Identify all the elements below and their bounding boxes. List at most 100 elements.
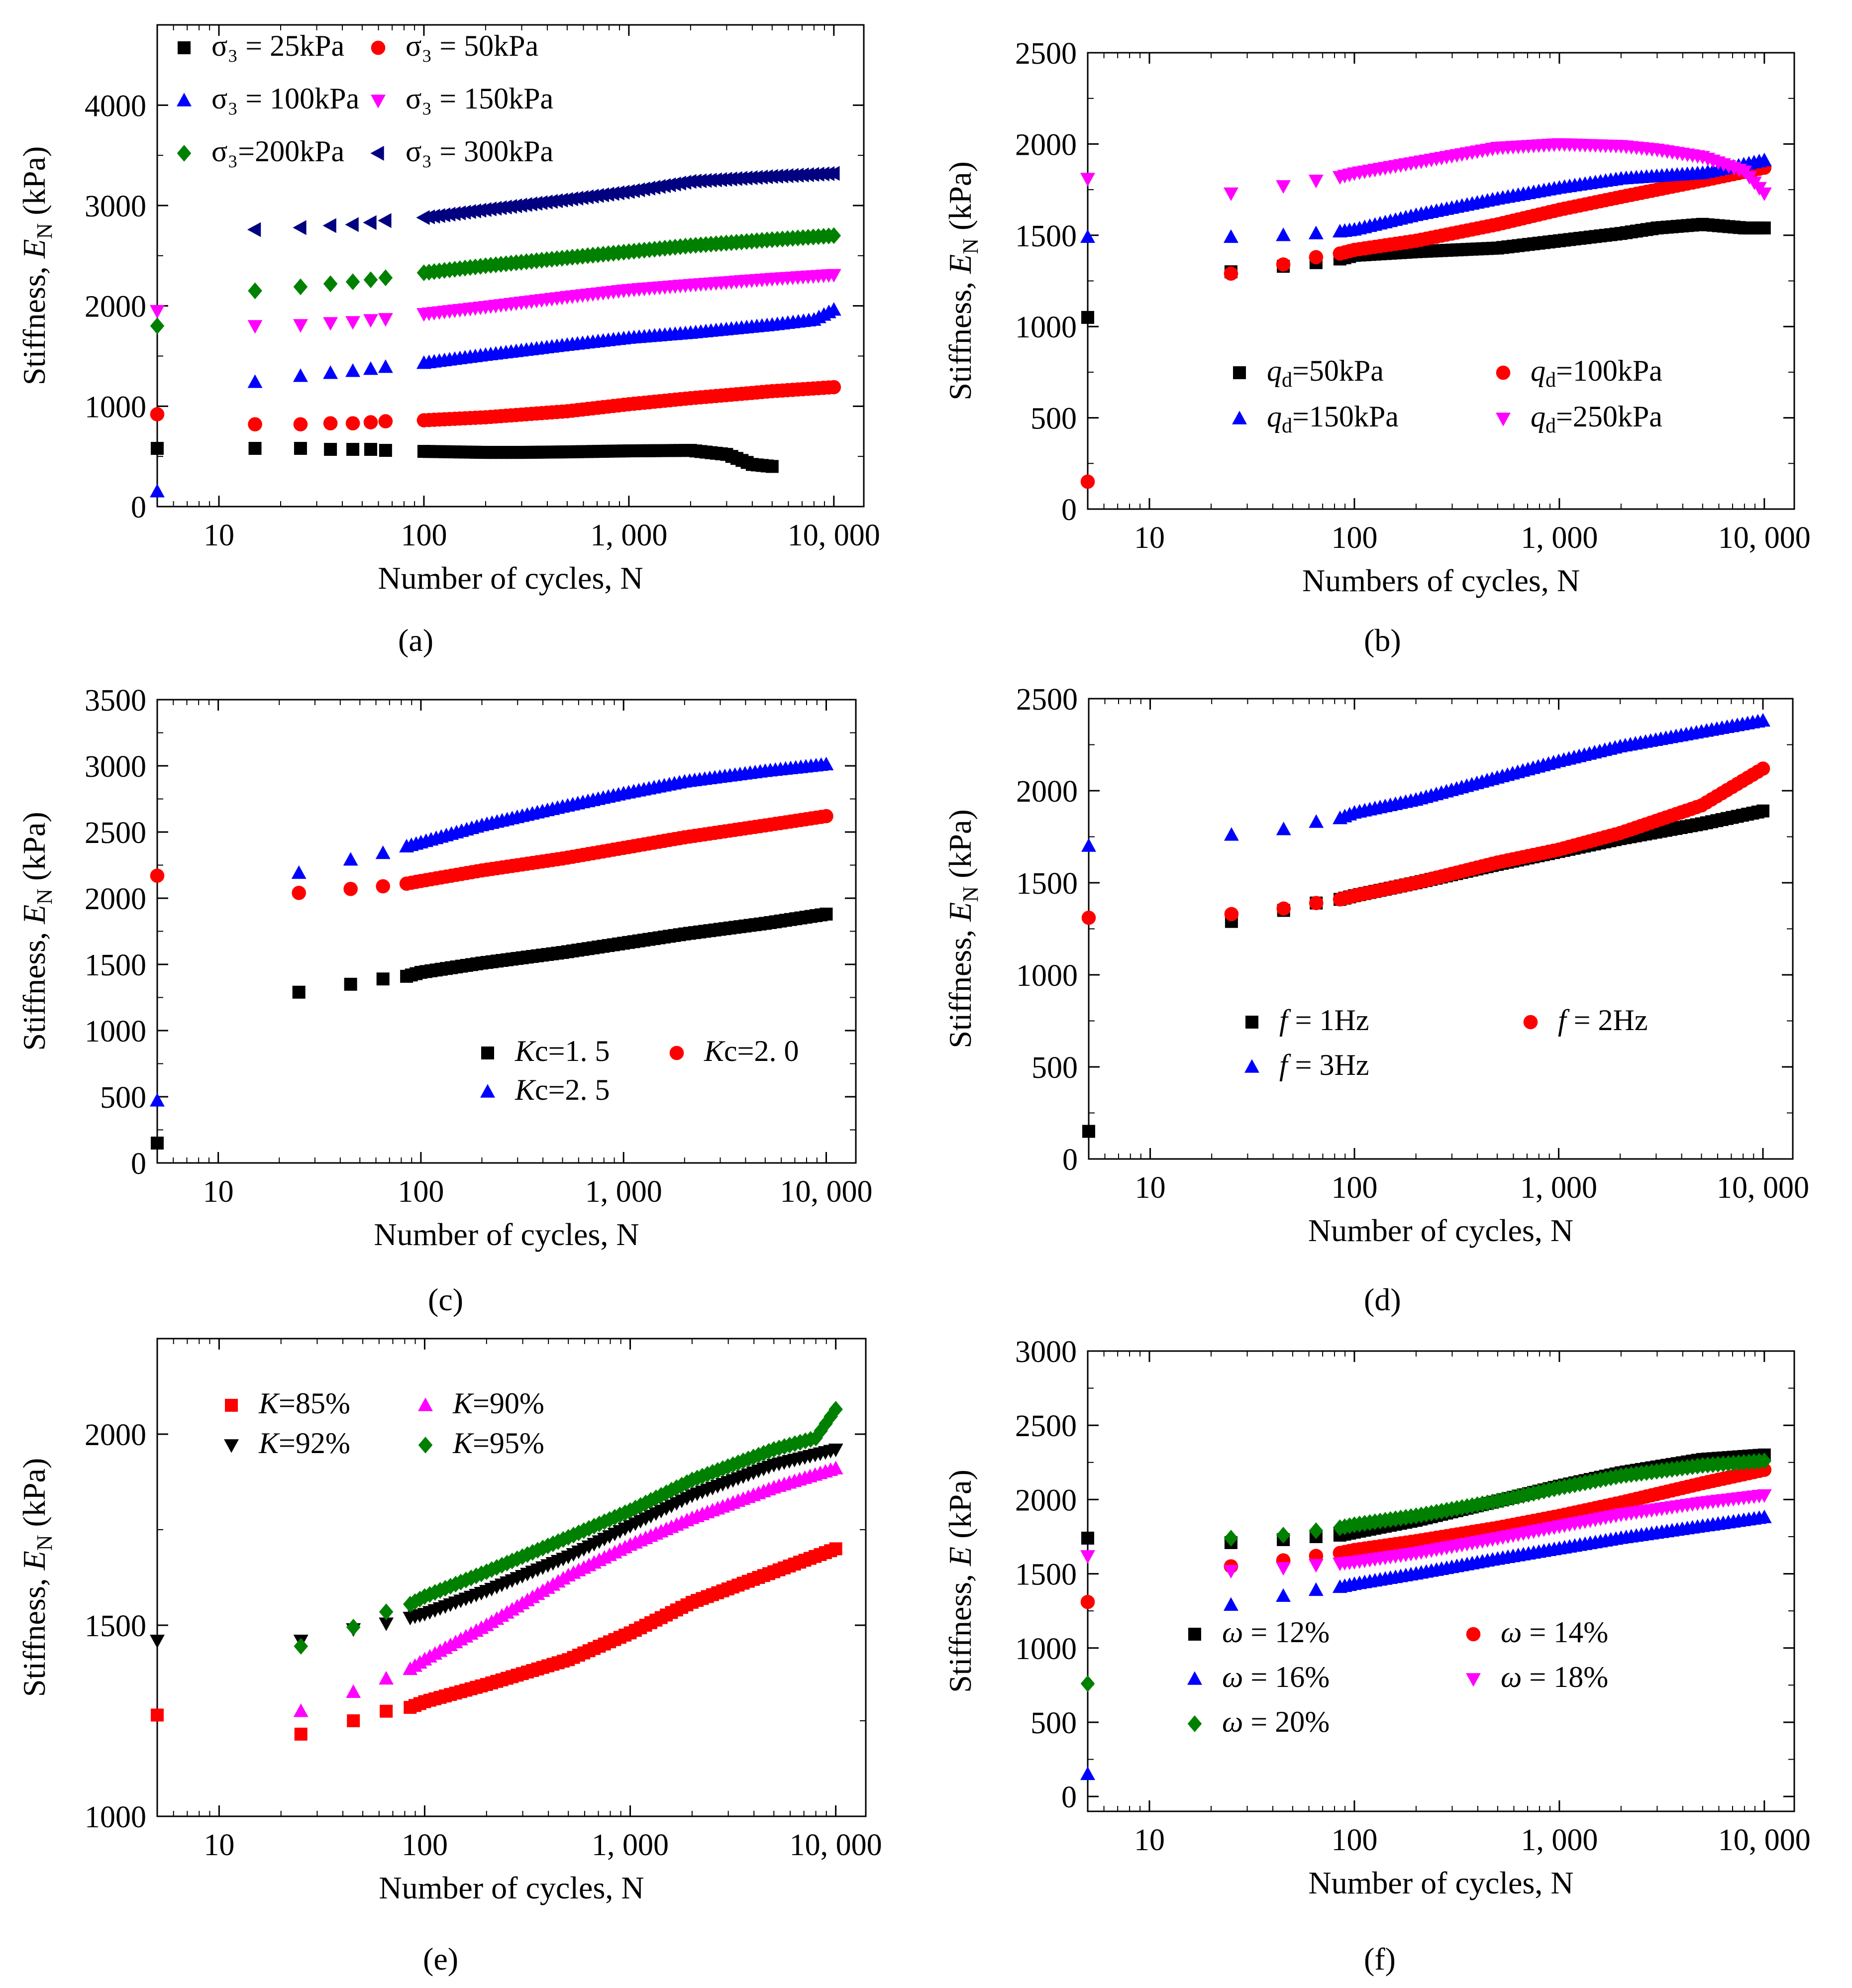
data-point <box>378 213 392 228</box>
y-tick-label: 1000 <box>1015 1632 1077 1666</box>
y-tick-label: 1500 <box>1015 219 1077 253</box>
data-point <box>1080 1766 1095 1780</box>
x-tick-label: 10 <box>204 519 234 552</box>
x-tick-label: 100 <box>398 1175 444 1209</box>
legend-marker <box>370 146 384 161</box>
data-point <box>1276 257 1291 272</box>
data-point <box>343 882 358 896</box>
data-point <box>659 1484 674 1501</box>
x-axis-label: Numbers of cycles, N <box>1302 563 1580 598</box>
data-point <box>826 380 841 395</box>
data-point <box>1308 1559 1324 1573</box>
data-point <box>1309 250 1324 265</box>
data-point <box>378 269 393 287</box>
data-point <box>1755 713 1770 727</box>
data-point <box>323 416 338 430</box>
chart-d: 10 100 1, 000 10, 000 0 500 1000 1500 2000 2500 Nu… <box>942 683 1809 1248</box>
data-point <box>1276 1562 1291 1576</box>
y-tick-label: 1000 <box>85 390 146 424</box>
data-point <box>376 879 391 894</box>
legend-marker <box>1496 365 1511 380</box>
data-point <box>1308 225 1324 239</box>
legend-marker <box>1188 1628 1201 1641</box>
series-f = 3Hz <box>1081 713 1770 852</box>
data-point <box>378 313 393 327</box>
legend-label: qd=150kPa <box>1267 400 1399 437</box>
data-point <box>826 302 841 316</box>
data-point <box>363 215 377 230</box>
y-tick-label: 2000 <box>85 882 146 916</box>
chart-panel-c: 10 100 1, 000 10, 000 0 500 1000 1500 2000 2500 30… <box>0 662 926 1324</box>
legend-marker <box>480 1084 495 1098</box>
data-point <box>294 1638 309 1655</box>
legend-label: σ₃ = 300kPa <box>406 135 553 168</box>
data-point <box>1080 474 1095 489</box>
y-tick-label: 0 <box>1062 1143 1078 1177</box>
series-Kc=2.5 <box>150 756 834 1107</box>
caption-c: (c) <box>428 1282 464 1317</box>
x-axis-label: Number of cycles, N <box>378 560 643 596</box>
caption-f: (f) <box>1364 1941 1396 1977</box>
legend-label: f = 1Hz <box>1279 1004 1369 1037</box>
data-point <box>363 361 378 375</box>
x-tick-label: 1, 000 <box>1520 1171 1597 1205</box>
y-tick-label: 1000 <box>1016 959 1078 993</box>
y-tick-label: 2500 <box>1015 37 1077 71</box>
data-point <box>1224 1530 1238 1547</box>
y-tick-label: 1000 <box>1015 311 1077 344</box>
legend-label: ω = 16% <box>1222 1661 1330 1693</box>
data-point <box>345 363 361 377</box>
y-tick-label: 2500 <box>1015 1409 1077 1443</box>
plot-frame <box>156 24 865 508</box>
x-tick-label: 10 <box>1135 1171 1166 1205</box>
data-point <box>1080 229 1095 243</box>
legend-marker <box>418 1397 433 1411</box>
data-point <box>1080 173 1095 187</box>
x-axis-label: Number of cycles, N <box>1308 1213 1573 1248</box>
y-tick-label: 1000 <box>85 1800 146 1834</box>
legend-marker <box>481 1046 494 1059</box>
series-ω = 20% <box>1080 1452 1772 1692</box>
y-tick-label: 0 <box>1061 1780 1077 1814</box>
data-point <box>826 166 840 181</box>
data-point <box>247 320 263 334</box>
legend-marker <box>1496 413 1511 426</box>
data-point <box>150 1635 165 1649</box>
legend: f = 1Hz f = 2Hz f = 3Hz <box>1244 1004 1647 1081</box>
data-point <box>820 907 833 921</box>
series-ω = 18% <box>1080 1489 1772 1579</box>
x-tick-label: 100 <box>401 519 447 552</box>
legend-label: Kc=2. 5 <box>514 1073 610 1106</box>
data-point <box>1081 838 1096 852</box>
data-point <box>829 1542 842 1556</box>
legend-label: σ₃ = 50kPa <box>406 29 538 62</box>
y-tick-label: 500 <box>1030 1706 1077 1740</box>
legend-marker <box>1233 366 1246 379</box>
x-tick-label: 1, 000 <box>1521 521 1598 555</box>
data-point <box>376 972 390 986</box>
legend-label: σ₃ = 25kPa <box>211 29 344 62</box>
legend-marker <box>1232 411 1247 424</box>
y-tick-label: 4000 <box>85 89 146 123</box>
data-point <box>1276 1527 1291 1544</box>
series-Kc=2.0 <box>150 809 833 900</box>
x-tick-label: 10, 000 <box>788 519 880 552</box>
data-point <box>345 316 361 330</box>
data-point <box>345 416 360 430</box>
series-σ3 = 25kPa <box>151 442 779 473</box>
caption-e: (e) <box>423 1941 459 1977</box>
legend-label: σ₃=200kPa <box>211 135 344 168</box>
legend-label: qd=100kPa <box>1531 354 1662 392</box>
y-axis-label: Stiffness, EN (kPa) <box>16 1458 57 1697</box>
data-point <box>819 756 834 771</box>
x-tick-label: 1, 000 <box>590 519 667 552</box>
series-qd=250kPa <box>1080 138 1772 202</box>
data-point <box>1309 896 1324 910</box>
x-tick-label: 10 <box>204 1828 234 1862</box>
legend-marker <box>371 95 386 108</box>
caption-d: (d) <box>1364 1282 1401 1317</box>
data-point <box>1308 175 1324 189</box>
data-point <box>363 415 378 429</box>
chart-panel-b: 10 100 1, 000 10, 000 0 500 1000 1500 2000 2500 Nu… <box>926 0 1852 662</box>
legend-label: K=95% <box>452 1427 544 1460</box>
